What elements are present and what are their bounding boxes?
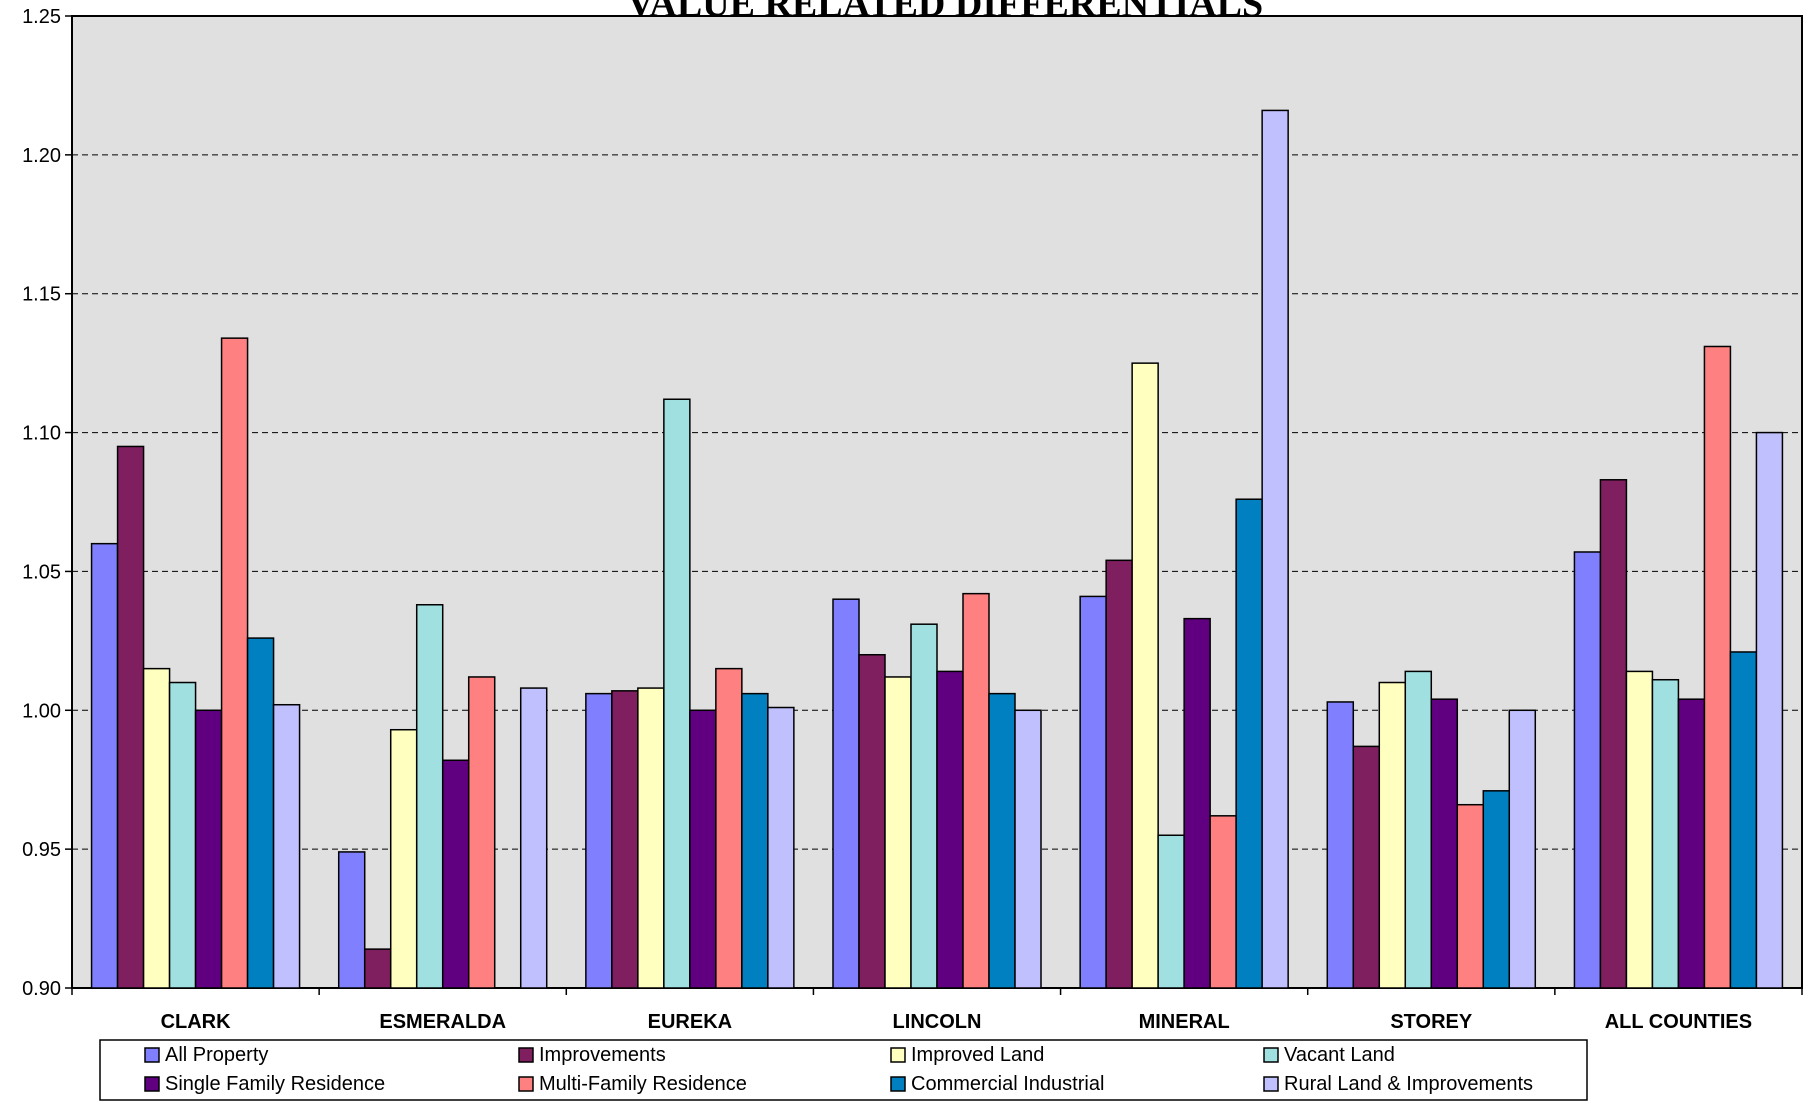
bar — [389, 728, 418, 989]
legend-swatch — [890, 1047, 906, 1063]
bar — [1729, 651, 1758, 989]
legend-swatch — [144, 1076, 160, 1092]
bar — [363, 948, 392, 989]
bar — [1703, 345, 1732, 989]
bar — [832, 598, 860, 989]
legend-box — [99, 1039, 1588, 1101]
bar — [884, 676, 912, 989]
bar — [663, 398, 691, 989]
bar — [637, 687, 665, 989]
y-tick-label: 1.10 — [22, 423, 61, 445]
bar — [1378, 681, 1407, 989]
legend-label: Improved Land — [911, 1044, 1044, 1066]
bar — [1352, 745, 1381, 989]
bar — [1261, 109, 1289, 989]
bar — [1157, 834, 1185, 989]
bar — [1508, 709, 1537, 989]
bar — [1482, 790, 1511, 989]
bar — [337, 851, 366, 989]
bar — [1326, 701, 1355, 989]
bar — [168, 681, 197, 989]
bar — [936, 670, 964, 989]
bar — [519, 687, 548, 989]
bar — [767, 706, 795, 989]
category-label: ALL COUNTIES — [1605, 1011, 1752, 1033]
bar — [1105, 559, 1133, 989]
legend-label: Single Family Residence — [165, 1073, 385, 1095]
bars — [90, 109, 1784, 989]
bar — [415, 604, 444, 989]
bar — [1599, 479, 1628, 989]
y-tick-label: 0.95 — [22, 839, 61, 861]
bar — [1430, 698, 1459, 989]
bar — [1404, 670, 1433, 989]
bar — [441, 759, 470, 989]
category-label: CLARK — [161, 1011, 232, 1033]
legend-swatch — [1263, 1047, 1279, 1063]
category-label: EUREKA — [648, 1011, 732, 1033]
bar — [1677, 698, 1706, 989]
y-tick-label: 0.90 — [22, 978, 61, 1000]
y-tick-label: 1.00 — [22, 700, 61, 722]
bar — [1014, 709, 1042, 989]
bar — [988, 692, 1016, 989]
bar — [1755, 431, 1784, 989]
category-label: MINERAL — [1139, 1011, 1230, 1033]
bar — [910, 623, 938, 989]
bar — [467, 676, 496, 989]
bar — [962, 592, 990, 989]
category-label: ESMERALDA — [379, 1011, 506, 1033]
legend-label: Improvements — [539, 1044, 666, 1066]
bar — [1625, 670, 1654, 989]
category-label: STOREY — [1390, 1011, 1473, 1033]
bar — [194, 709, 223, 989]
bar — [1456, 803, 1485, 989]
bar — [1235, 498, 1263, 989]
x-axis: CLARK ESMERALDA EUREKA LINCOLN MINERAL STOREY… — [71, 988, 1803, 1033]
bar — [1131, 362, 1159, 989]
bar — [611, 690, 639, 989]
bar — [1651, 678, 1680, 989]
bar — [1079, 595, 1107, 989]
legend-label: Multi-Family Residence — [539, 1073, 747, 1095]
bar — [90, 542, 119, 989]
legend-swatch — [144, 1047, 160, 1063]
bar — [142, 667, 171, 989]
bar — [585, 692, 613, 989]
y-axis: 0.90 0.95 1.00 1.05 1.10 1.15 1.20 1.25 — [22, 6, 72, 1000]
legend-swatch — [518, 1047, 534, 1063]
y-tick-label: 1.05 — [22, 561, 61, 583]
bar — [858, 653, 886, 989]
legend-label: Commercial Industrial — [911, 1073, 1104, 1095]
bar — [741, 692, 769, 989]
legend-swatch — [890, 1076, 906, 1092]
legend: All Property Improvements Improved Land Vac… — [99, 1039, 1588, 1101]
bar — [246, 637, 275, 989]
y-tick-label: 1.25 — [22, 6, 61, 28]
legend-label: Rural Land & Improvements — [1284, 1073, 1533, 1095]
bar — [272, 703, 301, 989]
bar — [116, 445, 145, 989]
bar — [715, 667, 743, 989]
y-tick-label: 1.20 — [22, 145, 61, 167]
bar — [1573, 551, 1602, 989]
legend-label: Vacant Land — [1284, 1044, 1395, 1066]
legend-swatch — [518, 1076, 534, 1092]
category-label: LINCOLN — [893, 1011, 982, 1033]
y-tick-label: 1.15 — [22, 284, 61, 306]
legend-swatch — [1263, 1076, 1279, 1092]
bar — [689, 709, 717, 989]
bar — [1209, 815, 1237, 989]
bar — [220, 337, 249, 989]
legend-label: All Property — [165, 1044, 268, 1066]
bar — [1183, 617, 1211, 989]
